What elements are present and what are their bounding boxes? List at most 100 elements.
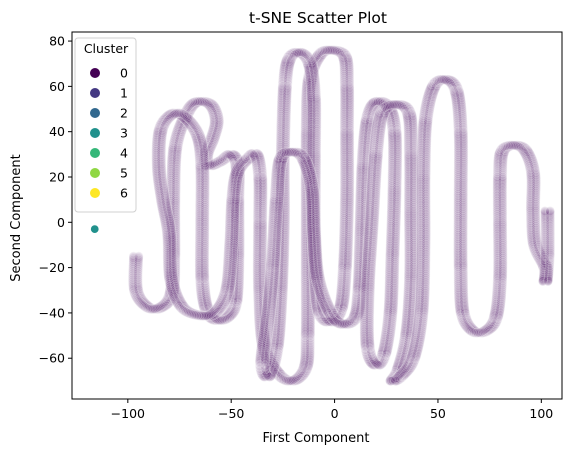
scatter-point bbox=[183, 111, 194, 121]
scatter-point bbox=[195, 96, 205, 107]
scatter-point bbox=[230, 243, 240, 253]
scatter-point bbox=[167, 294, 178, 304]
scatter-point bbox=[179, 119, 190, 129]
scatter-point bbox=[214, 112, 224, 122]
scatter-point bbox=[163, 292, 173, 302]
scatter-point bbox=[210, 132, 221, 142]
scatter-point bbox=[168, 292, 178, 302]
scatter-point bbox=[230, 172, 241, 183]
scatter-point bbox=[235, 241, 245, 251]
scatter-point bbox=[133, 266, 143, 277]
scatter-point bbox=[171, 249, 181, 260]
scatter-point bbox=[210, 160, 220, 171]
scatter-point bbox=[152, 303, 163, 313]
scatter-point bbox=[211, 130, 222, 141]
scatter-point bbox=[223, 152, 234, 163]
scatter-point bbox=[171, 189, 181, 199]
scatter-point bbox=[175, 116, 186, 126]
scatter-point bbox=[230, 214, 240, 225]
scatter-point bbox=[171, 203, 181, 214]
scatter-point bbox=[230, 164, 240, 175]
scatter-point bbox=[211, 315, 222, 326]
scatter-point bbox=[133, 253, 144, 264]
scatter-point bbox=[225, 305, 235, 316]
chart-title: t-SNE Scatter Plot bbox=[249, 9, 387, 27]
scatter-point bbox=[171, 209, 181, 219]
scatter-point bbox=[213, 110, 224, 120]
scatter-point bbox=[235, 237, 245, 248]
scatter-point bbox=[167, 150, 177, 161]
scatter-point bbox=[198, 155, 209, 166]
scatter-point bbox=[209, 137, 219, 147]
scatter-point bbox=[234, 274, 245, 285]
scatter-point bbox=[172, 125, 182, 135]
scatter-point bbox=[235, 214, 245, 225]
scatter-point bbox=[172, 147, 183, 157]
scatter-point bbox=[175, 130, 186, 141]
scatter-point bbox=[140, 302, 151, 312]
scatter-point bbox=[181, 105, 191, 115]
scatter-point bbox=[213, 123, 224, 134]
scatter-point bbox=[188, 97, 199, 108]
scatter-point bbox=[219, 312, 230, 323]
scatter-point bbox=[171, 243, 181, 254]
scatter-point bbox=[210, 101, 220, 112]
scatter-point bbox=[136, 293, 147, 303]
scatter-point bbox=[171, 159, 182, 169]
scatter-point bbox=[166, 181, 176, 192]
scatter-point bbox=[208, 123, 218, 134]
scatter-point bbox=[207, 127, 217, 137]
scatter-point bbox=[138, 296, 149, 306]
scatter-point bbox=[171, 216, 181, 227]
scatter-point bbox=[235, 230, 245, 240]
scatter-point bbox=[229, 255, 240, 266]
scatter-point bbox=[230, 202, 240, 213]
data-layer bbox=[90, 45, 556, 387]
scatter-point bbox=[169, 134, 180, 145]
scatter-point bbox=[137, 300, 148, 311]
scatter-point bbox=[229, 280, 239, 290]
scatter-point bbox=[171, 248, 181, 259]
scatter-point bbox=[235, 170, 246, 181]
scatter-point bbox=[235, 248, 245, 258]
scatter-point bbox=[185, 99, 195, 110]
scatter-point bbox=[233, 295, 243, 306]
scatter-point bbox=[171, 200, 181, 210]
scatter-point bbox=[165, 214, 176, 225]
scatter-point bbox=[235, 192, 245, 203]
scatter-point bbox=[230, 200, 240, 211]
scatter-point bbox=[171, 241, 181, 252]
scatter-point bbox=[201, 160, 211, 171]
scatter-point bbox=[189, 100, 200, 111]
scatter-point bbox=[229, 271, 240, 281]
scatter-point bbox=[166, 241, 176, 252]
scatter-point bbox=[170, 276, 181, 287]
scatter-point bbox=[175, 132, 185, 143]
scatter-point bbox=[128, 262, 138, 272]
scatter-point bbox=[229, 278, 240, 289]
scatter-point bbox=[230, 179, 240, 190]
scatter-point bbox=[149, 304, 160, 314]
scatter-point bbox=[235, 253, 245, 264]
scatter-point bbox=[228, 156, 239, 166]
scatter-point bbox=[165, 212, 176, 223]
scatter-point bbox=[165, 249, 176, 260]
scatter-point bbox=[230, 185, 240, 196]
scatter-point bbox=[235, 239, 245, 250]
scatter-point bbox=[206, 142, 217, 152]
scatter-point bbox=[133, 270, 143, 281]
scatter-point bbox=[167, 142, 178, 153]
scatter-point bbox=[198, 151, 209, 162]
scatter-point bbox=[200, 97, 210, 108]
scatter-point bbox=[171, 233, 181, 243]
scatter-point bbox=[165, 224, 176, 234]
scatter-point bbox=[230, 226, 240, 236]
scatter-point bbox=[199, 146, 210, 157]
scatter-point bbox=[171, 246, 181, 257]
scatter-point bbox=[202, 96, 212, 107]
scatter-point bbox=[186, 98, 196, 109]
scatter-point bbox=[153, 304, 164, 315]
scatter-point bbox=[171, 255, 181, 266]
scatter-point bbox=[234, 269, 245, 279]
scatter-point bbox=[170, 263, 181, 274]
